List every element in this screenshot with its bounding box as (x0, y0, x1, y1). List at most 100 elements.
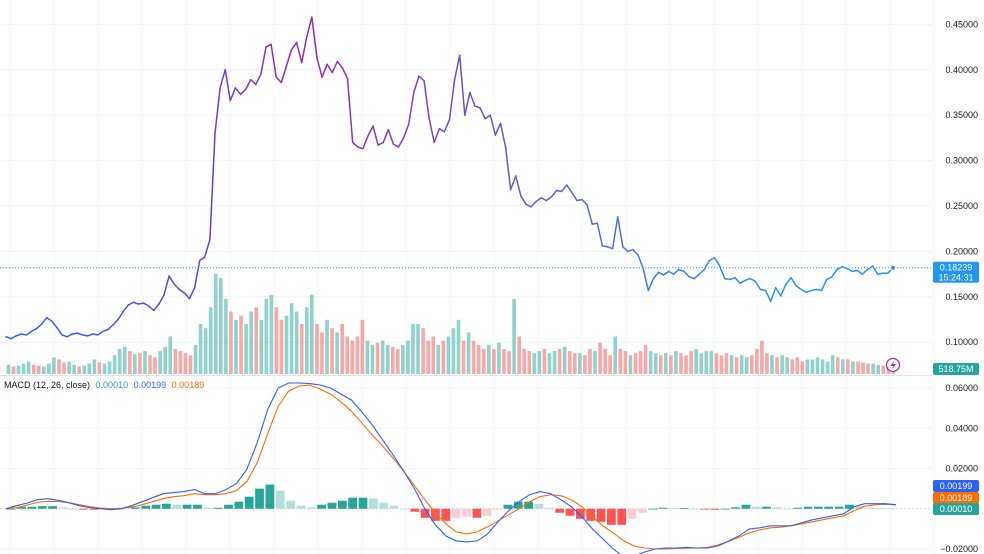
price-line-segment (56, 326, 63, 336)
volume-bar (497, 342, 501, 374)
price-line-segment (102, 328, 109, 333)
macd-histogram-bar (482, 508, 492, 516)
price-line-segment (5, 336, 12, 340)
volume-bar (476, 344, 481, 374)
price-tick-label: 0.45000 (945, 19, 978, 29)
price-axis[interactable]: 0.45000 0.40000 0.35000 0.30000 0.25000 0.200… (945, 19, 978, 347)
macd-histogram-bar (244, 496, 254, 509)
volume-bar (623, 351, 628, 374)
histogram-value-tag: 0.00010 (933, 503, 979, 515)
price-panel[interactable] (0, 16, 932, 374)
volume-bar (810, 359, 815, 374)
price-line-segment (836, 266, 843, 271)
macd-histogram-bar (296, 505, 306, 509)
macd-histogram-bar (120, 508, 130, 510)
volume-bar (689, 351, 693, 374)
price-line-segment (825, 276, 833, 281)
macd-histogram-bar (658, 507, 668, 509)
price-line-segment (295, 41, 303, 64)
price-line-segment (657, 271, 665, 276)
lightning-icon[interactable] (885, 357, 901, 373)
macd-histogram-bar (524, 501, 533, 509)
price-line-segment (10, 335, 17, 340)
price-line-segment (744, 277, 752, 282)
price-line-segment (147, 305, 155, 312)
histogram-value-tag-background (933, 503, 979, 515)
macd-legend[interactable]: MACD (12, 26, close) 0.00010 0.00199 0.0… (4, 380, 207, 390)
macd-histogram-bar (782, 508, 792, 510)
price-line-segment (255, 73, 262, 86)
volume-bar (411, 324, 415, 374)
volume-bar (395, 349, 400, 374)
volume-bar (82, 365, 87, 374)
volume-bar (628, 355, 633, 374)
volume-bar (92, 359, 97, 374)
price-line-segment (20, 333, 28, 336)
macd-histogram-bar (58, 507, 68, 509)
volume-bar (112, 355, 117, 374)
volume-bar (62, 362, 66, 374)
macd-histogram-bar (275, 490, 285, 509)
macd-histogram-bar (400, 508, 409, 510)
volume-bar (608, 355, 613, 374)
macd-histogram-bar (886, 508, 896, 510)
price-line-segment (810, 288, 818, 292)
macd-histogram-bar (130, 507, 140, 509)
volume-bar (881, 365, 886, 374)
price-line-segment (244, 78, 252, 91)
volume-bar (299, 324, 304, 374)
price-line-segment (387, 128, 395, 145)
price-line-segment (127, 301, 135, 306)
price-line-segment (515, 175, 522, 197)
volume-bar (117, 349, 122, 374)
volume-bar (148, 355, 152, 374)
price-line-segment (331, 60, 339, 74)
macd-histogram-bar (89, 508, 99, 510)
macd-histogram-bar (327, 502, 337, 509)
volume-bar (77, 366, 82, 374)
price-line-segment (759, 288, 767, 292)
macd-legend-title: MACD (12, 26, close) (4, 380, 91, 390)
volume-bar (16, 365, 21, 374)
price-line-segment (530, 200, 537, 208)
volume-bar (704, 351, 709, 374)
volume-bar (805, 359, 810, 374)
macd-axis[interactable]: 0.06000 0.04000 0.02000 −0.02000 (940, 383, 978, 554)
price-line-segment (137, 302, 145, 305)
macd-histogram-bar (638, 508, 647, 513)
signal-value-tag: 0.00189 (933, 492, 979, 504)
macd-histogram-bar (544, 507, 554, 509)
volume-bar (755, 349, 759, 374)
volume-bar (547, 353, 552, 374)
price-line-segment (285, 49, 293, 67)
macd-tick-label: 0.06000 (945, 383, 978, 393)
price-line-segment (249, 78, 257, 86)
volume-bar (770, 355, 774, 374)
macd-histogram-bar (876, 508, 885, 509)
macd-histogram-bar (348, 497, 358, 509)
price-line-segment (265, 43, 272, 48)
volume-bar (588, 349, 592, 374)
macd-panel[interactable] (5, 382, 897, 554)
volume-bar (208, 307, 213, 374)
macd-legend-signal-value: 0.00189 (171, 380, 205, 390)
volume-bar (714, 353, 719, 374)
price-line-segment (40, 316, 48, 325)
volume-bar (254, 307, 259, 374)
macd-histogram-bar (679, 507, 689, 509)
volume-bar (390, 346, 395, 374)
price-line-segment (311, 16, 318, 59)
macd-histogram-bar (193, 504, 202, 509)
price-tick-label: 0.25000 (945, 201, 978, 211)
macd-tick-label: 0.02000 (945, 464, 978, 474)
volume-bar (780, 355, 784, 374)
price-line-segment (871, 265, 879, 275)
volume-bar (527, 351, 532, 374)
volume-bar (127, 351, 132, 374)
price-line-segment (229, 87, 237, 102)
macd-histogram-bar (358, 497, 368, 509)
price-line-segment (117, 310, 124, 321)
price-line-segment (611, 216, 619, 250)
volume-bar (613, 336, 618, 374)
